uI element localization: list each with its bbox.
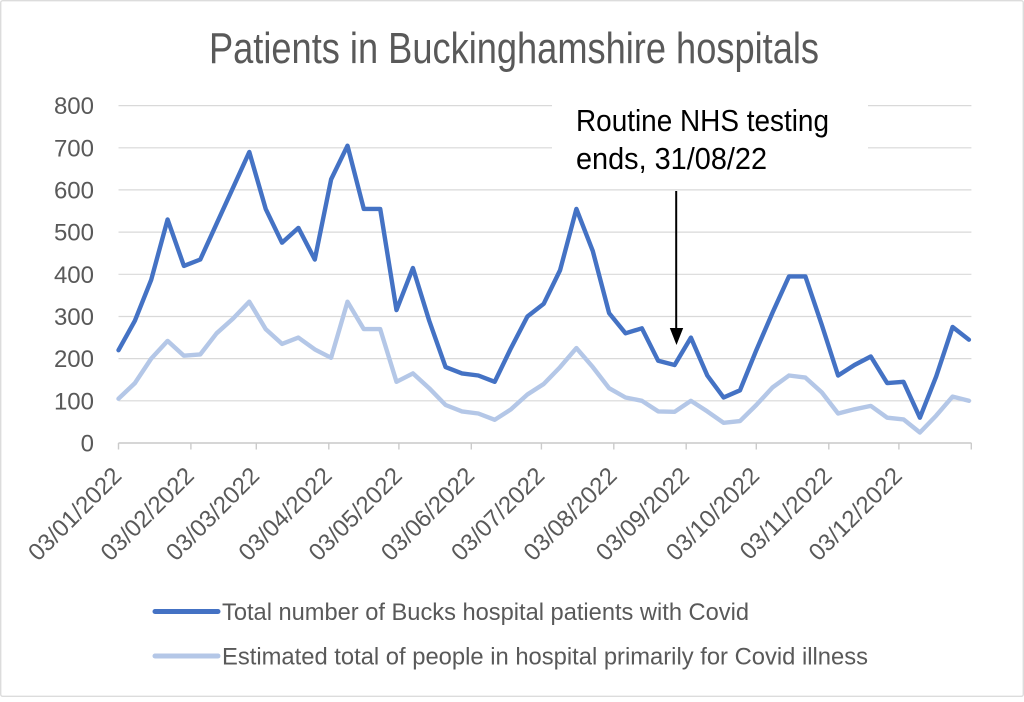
svg-text:800: 800 bbox=[54, 93, 94, 120]
svg-text:500: 500 bbox=[54, 220, 94, 247]
svg-text:Total number of Bucks hospital: Total number of Bucks hospital patients … bbox=[222, 599, 749, 626]
svg-text:Routine NHS testing: Routine NHS testing bbox=[576, 103, 829, 138]
svg-text:600: 600 bbox=[54, 177, 94, 204]
svg-text:ends, 31/08/22: ends, 31/08/22 bbox=[576, 141, 767, 176]
svg-text:Estimated total of people in h: Estimated total of people in hospital pr… bbox=[222, 644, 868, 671]
svg-text:700: 700 bbox=[54, 135, 94, 162]
svg-text:300: 300 bbox=[54, 304, 94, 331]
svg-text:400: 400 bbox=[54, 262, 94, 289]
svg-text:200: 200 bbox=[54, 346, 94, 373]
svg-text:100: 100 bbox=[54, 388, 94, 415]
svg-text:Patients in Buckinghamshire ho: Patients in Buckinghamshire hospitals bbox=[209, 24, 819, 73]
svg-text:0: 0 bbox=[81, 431, 94, 458]
